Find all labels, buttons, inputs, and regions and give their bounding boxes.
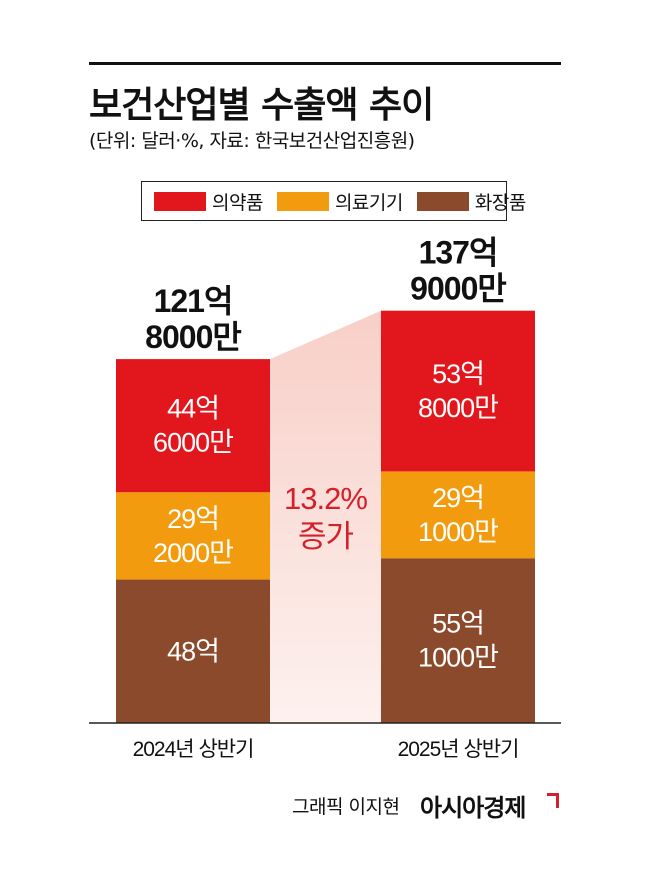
category-label-0: 2024년 상반기 bbox=[133, 738, 254, 761]
total-label-1: 137억 9000만 bbox=[410, 235, 506, 307]
legend-swatch-pharma bbox=[154, 191, 206, 211]
title-rule bbox=[89, 62, 561, 65]
legend-label-medical-device: 의료기기 bbox=[334, 191, 403, 214]
bar-label-pharma-1: 53억 8000만 bbox=[418, 359, 498, 423]
growth-label: 13.2% 증가 bbox=[284, 481, 367, 554]
legend-item-medical-device: 의료기기 bbox=[276, 188, 403, 215]
legend-swatch-cosmetics bbox=[416, 191, 469, 211]
graphic-credit: 그래픽 이지현 bbox=[292, 796, 400, 818]
legend-label-pharma: 의약품 bbox=[212, 191, 263, 214]
bar-label-cosmetics-1: 55억 1000만 bbox=[418, 609, 498, 673]
bar-pharma-1 bbox=[381, 310, 535, 472]
bar-label-medical-device-0: 29억 2000만 bbox=[153, 504, 233, 568]
bar-pharma-0 bbox=[116, 359, 270, 493]
category-label-1: 2025년 상반기 bbox=[398, 738, 519, 761]
legend-item-cosmetics: 화장품 bbox=[416, 188, 526, 215]
bar-cosmetics-0 bbox=[116, 579, 270, 723]
bar-medical-device-0 bbox=[116, 492, 270, 580]
chart-subtitle: (단위: 달러·%, 자료: 한국보건산업진흥원) bbox=[89, 130, 415, 152]
bar-label-medical-device-1: 29억 1000만 bbox=[418, 483, 498, 547]
growth-band bbox=[270, 310, 381, 723]
legend-item-pharma: 의약품 bbox=[154, 188, 263, 215]
logo-mark-icon bbox=[547, 793, 559, 808]
chart-title: 보건산업별 수출액 추이 bbox=[89, 85, 434, 126]
total-label-0: 121억 8000만 bbox=[145, 283, 241, 355]
bar-medical-device-1 bbox=[381, 471, 535, 559]
legend-label-cosmetics: 화장품 bbox=[474, 191, 526, 214]
bar-cosmetics-1 bbox=[381, 558, 535, 723]
publisher-logo: 아시아경제 bbox=[420, 794, 526, 822]
bar-label-pharma-0: 44억 6000만 bbox=[153, 394, 233, 458]
legend: 의약품 의료기기 화장품 bbox=[141, 181, 526, 221]
bar-label-cosmetics-0: 48억 bbox=[167, 636, 219, 666]
legend-swatch-medical-device bbox=[276, 191, 329, 211]
